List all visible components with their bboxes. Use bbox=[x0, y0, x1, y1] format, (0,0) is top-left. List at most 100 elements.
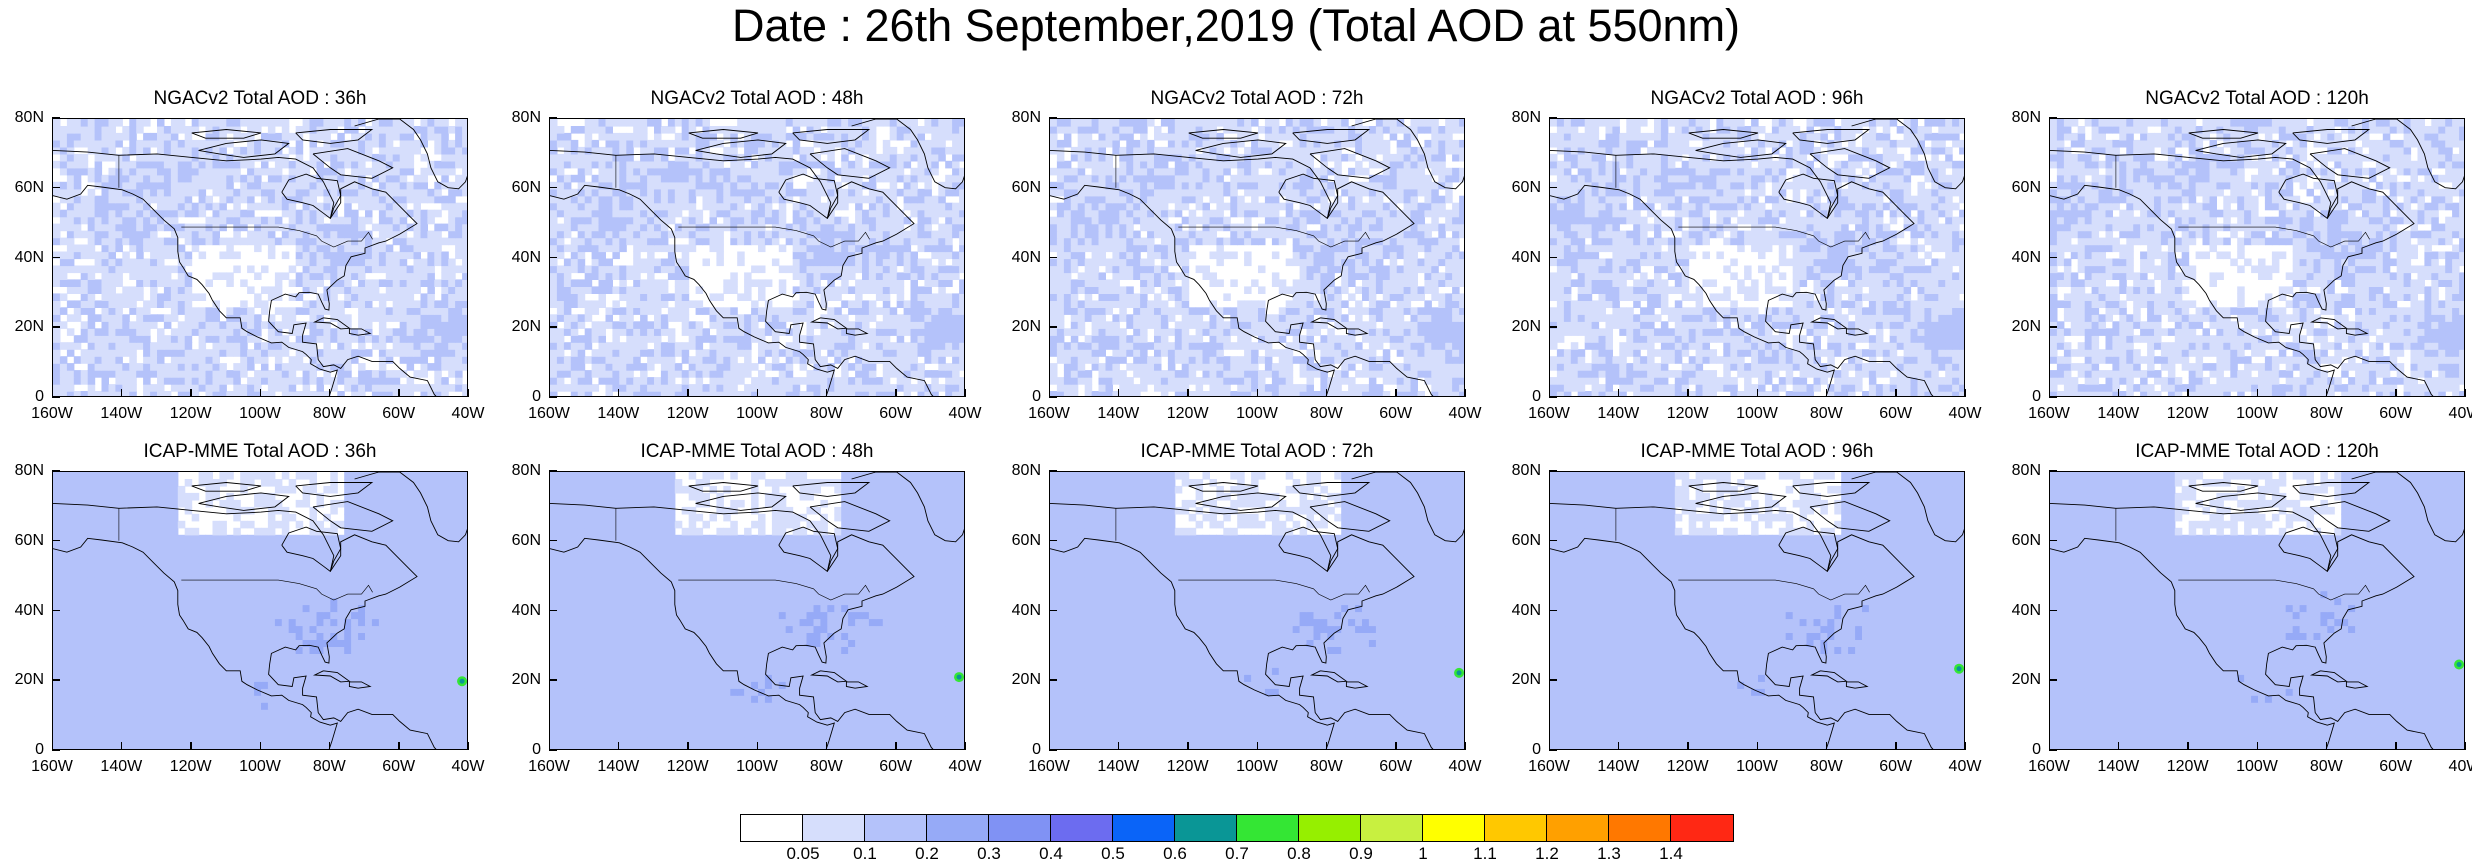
longitude-tick-mark bbox=[52, 742, 54, 750]
longitude-tick-label: 80W bbox=[1296, 758, 1356, 776]
latitude-tick-mark bbox=[1049, 257, 1057, 259]
aod-shading bbox=[550, 472, 965, 750]
longitude-tick-label: 60W bbox=[2366, 758, 2426, 776]
longitude-tick-label: 120W bbox=[2158, 405, 2218, 423]
latitude-tick-label: 40N bbox=[1501, 249, 1541, 267]
latitude-tick-mark bbox=[2049, 470, 2057, 472]
longitude-tick-label: 100W bbox=[2227, 758, 2287, 776]
latitude-tick-label: 80N bbox=[1501, 462, 1541, 480]
latitude-tick-label: 80N bbox=[2001, 109, 2041, 127]
latitude-tick-mark bbox=[1049, 749, 1057, 751]
aod-map-panel bbox=[1049, 471, 1465, 750]
longitude-tick-label: 40W bbox=[2435, 758, 2472, 776]
longitude-tick-label: 120W bbox=[161, 758, 221, 776]
longitude-tick-label: 120W bbox=[658, 758, 718, 776]
longitude-tick-label: 140W bbox=[1088, 405, 1148, 423]
longitude-tick-label: 60W bbox=[369, 758, 429, 776]
longitude-tick-label: 80W bbox=[1796, 758, 1856, 776]
latitude-tick-label: 60N bbox=[2001, 532, 2041, 550]
latitude-tick-label: 20N bbox=[4, 671, 44, 689]
longitude-tick-label: 40W bbox=[1935, 405, 1995, 423]
latitude-tick-mark bbox=[2049, 396, 2057, 398]
latitude-tick-label: 40N bbox=[501, 249, 541, 267]
colorbar-label: 1.4 bbox=[1646, 844, 1696, 864]
longitude-tick-mark bbox=[2049, 742, 2051, 750]
longitude-tick-label: 60W bbox=[369, 405, 429, 423]
longitude-tick-label: 160W bbox=[2019, 758, 2079, 776]
panel-title: NGACv2 Total AOD : 36h bbox=[52, 88, 468, 110]
latitude-tick-label: 0 bbox=[2001, 741, 2041, 759]
longitude-tick-label: 120W bbox=[1158, 405, 1218, 423]
colorbar-swatch bbox=[1485, 815, 1547, 841]
longitude-tick-label: 160W bbox=[1519, 405, 1579, 423]
colorbar-swatch bbox=[865, 815, 927, 841]
aod-map-panel bbox=[52, 118, 468, 397]
longitude-tick-label: 100W bbox=[1227, 758, 1287, 776]
longitude-tick-label: 40W bbox=[1435, 758, 1495, 776]
latitude-tick-mark bbox=[52, 610, 60, 612]
latitude-tick-mark bbox=[2049, 257, 2057, 259]
latitude-tick-label: 0 bbox=[1501, 388, 1541, 406]
latitude-tick-mark bbox=[1049, 679, 1057, 681]
latitude-tick-label: 80N bbox=[2001, 462, 2041, 480]
longitude-tick-label: 40W bbox=[438, 758, 498, 776]
longitude-tick-mark bbox=[1895, 389, 1897, 397]
latitude-tick-mark bbox=[1049, 187, 1057, 189]
longitude-tick-label: 60W bbox=[1366, 758, 1426, 776]
longitude-tick-mark bbox=[826, 389, 828, 397]
aod-map bbox=[1050, 119, 1465, 397]
longitude-tick-mark bbox=[1187, 389, 1189, 397]
longitude-tick-mark bbox=[2395, 742, 2397, 750]
latitude-tick-mark bbox=[52, 679, 60, 681]
latitude-tick-mark bbox=[1549, 470, 1557, 472]
colorbar-swatch bbox=[1299, 815, 1361, 841]
colorbar-swatch bbox=[741, 815, 803, 841]
longitude-tick-label: 160W bbox=[1019, 405, 1079, 423]
longitude-tick-mark bbox=[757, 389, 759, 397]
longitude-tick-label: 140W bbox=[588, 405, 648, 423]
panel-title: ICAP-MME Total AOD : 120h bbox=[2049, 441, 2465, 463]
longitude-tick-label: 140W bbox=[588, 758, 648, 776]
latitude-tick-label: 60N bbox=[1501, 532, 1541, 550]
latitude-tick-mark bbox=[1049, 610, 1057, 612]
longitude-tick-label: 160W bbox=[22, 405, 82, 423]
longitude-tick-mark bbox=[1187, 742, 1189, 750]
latitude-tick-label: 40N bbox=[4, 249, 44, 267]
longitude-tick-label: 100W bbox=[727, 405, 787, 423]
colorbar-swatch bbox=[1423, 815, 1485, 841]
longitude-tick-mark bbox=[121, 742, 123, 750]
longitude-tick-mark bbox=[1395, 742, 1397, 750]
longitude-tick-mark bbox=[329, 389, 331, 397]
longitude-tick-label: 60W bbox=[1366, 405, 1426, 423]
longitude-tick-label: 120W bbox=[1158, 758, 1218, 776]
colorbar-label: 0.05 bbox=[778, 844, 828, 864]
longitude-tick-label: 120W bbox=[2158, 758, 2218, 776]
latitude-tick-mark bbox=[1549, 679, 1557, 681]
longitude-tick-label: 100W bbox=[1727, 758, 1787, 776]
latitude-tick-mark bbox=[549, 117, 557, 119]
latitude-tick-label: 60N bbox=[501, 179, 541, 197]
longitude-tick-label: 40W bbox=[935, 758, 995, 776]
aod-shading bbox=[1050, 472, 1465, 750]
colorbar-label: 0.4 bbox=[1026, 844, 1076, 864]
latitude-tick-label: 0 bbox=[1501, 741, 1541, 759]
longitude-tick-mark bbox=[549, 742, 551, 750]
colorbar-label: 1 bbox=[1398, 844, 1448, 864]
aod-map bbox=[53, 472, 468, 750]
longitude-tick-mark bbox=[1618, 389, 1620, 397]
aod-shading bbox=[1050, 119, 1465, 397]
longitude-tick-label: 40W bbox=[1435, 405, 1495, 423]
longitude-tick-mark bbox=[2187, 742, 2189, 750]
longitude-tick-mark bbox=[826, 742, 828, 750]
aod-shading bbox=[53, 472, 468, 750]
latitude-tick-label: 0 bbox=[501, 741, 541, 759]
longitude-tick-label: 80W bbox=[1796, 405, 1856, 423]
longitude-tick-label: 60W bbox=[2366, 405, 2426, 423]
longitude-tick-mark bbox=[2257, 389, 2259, 397]
colorbar-label: 1.1 bbox=[1460, 844, 1510, 864]
aod-map bbox=[1550, 472, 1965, 750]
longitude-tick-label: 140W bbox=[1088, 758, 1148, 776]
longitude-tick-label: 40W bbox=[2435, 405, 2472, 423]
latitude-tick-label: 0 bbox=[501, 388, 541, 406]
longitude-tick-label: 120W bbox=[1658, 758, 1718, 776]
